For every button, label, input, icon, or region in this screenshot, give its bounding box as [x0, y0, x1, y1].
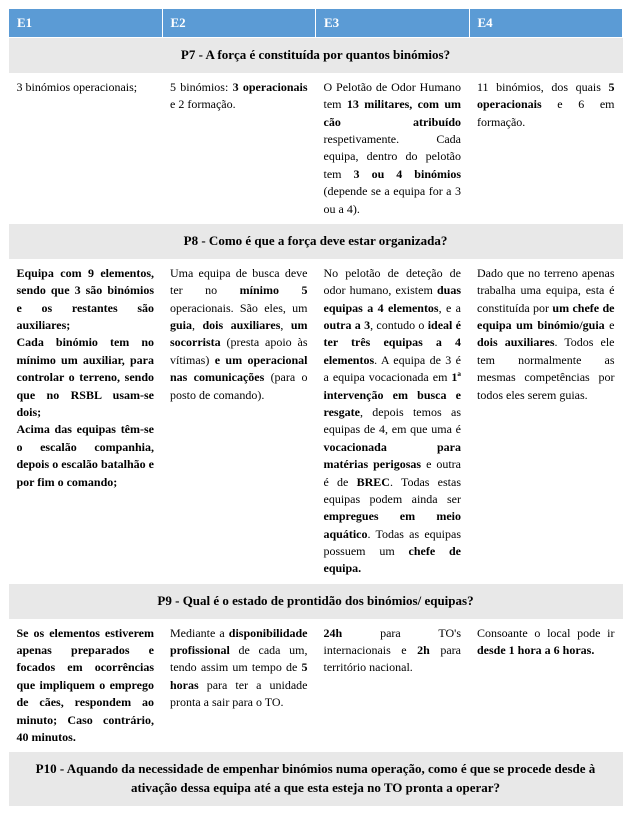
- text-bold: 3 ou 4 binómios: [354, 167, 461, 181]
- header-row: E1 E2 E3 E4: [9, 9, 623, 38]
- section-p8-title: P8 - Como é que a força deve estar organ…: [9, 224, 623, 259]
- header-e4: E4: [469, 9, 623, 38]
- header-e2: E2: [162, 9, 316, 38]
- section-p7-header: P7 - A força é constituída por quantos b…: [9, 38, 623, 73]
- text-bold: desde 1 hora a 6 horas.: [477, 643, 594, 657]
- text: ,: [192, 318, 202, 332]
- text-bold: 3 operacionais: [233, 80, 308, 94]
- text-bold: dois auxiliares: [202, 318, 280, 332]
- text-bold: BREC: [357, 475, 390, 489]
- cell-p8-e2: Uma equipa de busca deve ter no mínimo 5…: [162, 259, 316, 584]
- text: e: [605, 318, 615, 332]
- text: Mediante a: [170, 626, 229, 640]
- cell-p7-e3: O Pelotão de Odor Humano tem 13 militare…: [316, 73, 470, 224]
- header-e3: E3: [316, 9, 470, 38]
- section-p10-title: P10 - Aquando da necessidade de empenhar…: [9, 752, 623, 806]
- text-bold: dois auxiliares: [477, 335, 555, 349]
- text: 11 binómios, dos quais: [477, 80, 609, 94]
- section-p9-header: P9 - Qual é o estado de prontidão dos bi…: [9, 584, 623, 619]
- cell-p9-e1: Se os elementos estiverem apenas prepara…: [9, 619, 163, 753]
- cell-p9-e3: 24h para TO's internacionais e 2h para t…: [316, 619, 470, 753]
- text-bold: Se os elementos estiverem apenas prepara…: [17, 626, 155, 744]
- text: 5 binómios:: [170, 80, 233, 94]
- text: e 2 formação.: [170, 97, 236, 111]
- text: ,: [280, 318, 290, 332]
- cell-p8-e4: Dado que no terreno apenas trabalha uma …: [469, 259, 623, 584]
- text-bold: 24h: [324, 626, 343, 640]
- cell-p7-e4: 11 binómios, dos quais 5 operacionais e …: [469, 73, 623, 224]
- cell-p8-e3: No pelotão de deteção de odor humano, ex…: [316, 259, 470, 584]
- text-bold: guia: [170, 318, 192, 332]
- text-bold: Acima das equipas têm-se o escalão compa…: [17, 422, 155, 488]
- text: (depende se a equipa for a 3 ou a 4).: [324, 184, 462, 215]
- text: operacionais. São eles, um: [170, 301, 308, 315]
- section-p8-header: P8 - Como é que a força deve estar organ…: [9, 224, 623, 259]
- header-e1: E1: [9, 9, 163, 38]
- cell-p9-e4: Consoante o local pode ir desde 1 hora a…: [469, 619, 623, 753]
- text-bold: Cada binómio tem no mínimo um auxiliar, …: [17, 335, 155, 419]
- row-p7: 3 binómios operacionais; 5 binómios: 3 o…: [9, 73, 623, 224]
- text-bold: outra a 3: [324, 318, 371, 332]
- text-bold: 2h: [417, 643, 430, 657]
- section-p10-header: P10 - Aquando da necessidade de empenhar…: [9, 752, 623, 806]
- row-p9: Se os elementos estiverem apenas prepara…: [9, 619, 623, 753]
- row-p8: Equipa com 9 elementos, sendo que 3 são …: [9, 259, 623, 584]
- text: , e a: [439, 301, 461, 315]
- section-p9-title: P9 - Qual é o estado de prontidão dos bi…: [9, 584, 623, 619]
- text: Consoante o local pode ir: [477, 626, 615, 640]
- cell-p8-e1: Equipa com 9 elementos, sendo que 3 são …: [9, 259, 163, 584]
- cell-p9-e2: Mediante a disponibilidade profissional …: [162, 619, 316, 753]
- interview-table: E1 E2 E3 E4 P7 - A força é constituída p…: [8, 8, 623, 806]
- section-p7-title: P7 - A força é constituída por quantos b…: [9, 38, 623, 73]
- text-bold: Equipa com 9 elementos, sendo que 3 são …: [17, 266, 155, 332]
- cell-p7-e1: 3 binómios operacionais;: [9, 73, 163, 224]
- text-bold: mínimo 5: [240, 283, 308, 297]
- cell-p7-e2: 5 binómios: 3 operacionais e 2 formação.: [162, 73, 316, 224]
- text: , contudo o: [370, 318, 428, 332]
